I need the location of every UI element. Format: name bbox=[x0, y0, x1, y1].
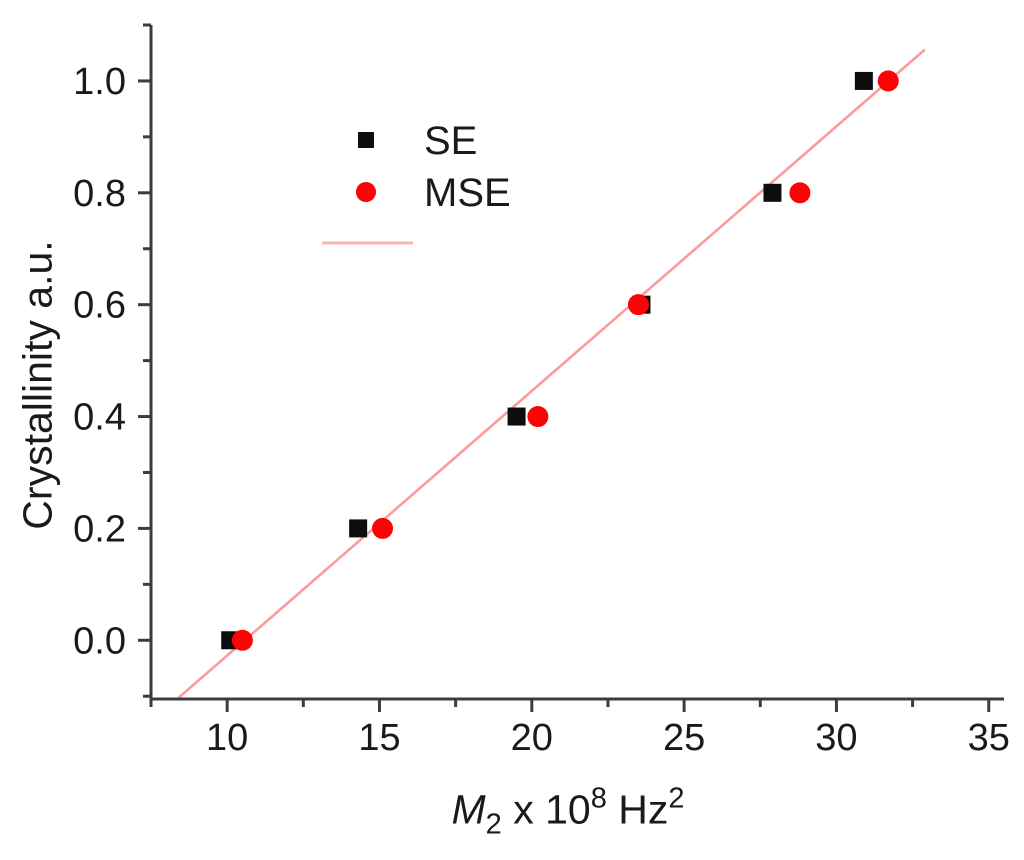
legend-mse-marker bbox=[356, 182, 376, 202]
y-tick-label: 0.2 bbox=[73, 508, 126, 550]
data-point-mse bbox=[627, 294, 649, 316]
legend-se-marker bbox=[358, 132, 374, 148]
data-point-se bbox=[349, 519, 368, 538]
x-axis-label-part: 2 bbox=[668, 782, 685, 815]
x-tick-label: 30 bbox=[815, 717, 857, 759]
data-point-mse bbox=[372, 517, 394, 539]
x-axis-label-part: x 10 bbox=[501, 786, 591, 833]
data-point-se bbox=[507, 407, 526, 426]
y-tick-label: 0.4 bbox=[73, 397, 126, 439]
x-axis-label-part: 2 bbox=[485, 808, 502, 841]
x-axis-label-part: M bbox=[451, 786, 486, 833]
data-point-mse bbox=[877, 70, 899, 92]
x-tick-label: 15 bbox=[358, 717, 400, 759]
x-axis-label-part: Hz bbox=[606, 786, 669, 833]
data-point-mse bbox=[527, 406, 549, 428]
legend-label-se: SE bbox=[424, 119, 477, 163]
x-tick-label: 25 bbox=[663, 717, 705, 759]
x-axis-label-part: 8 bbox=[590, 782, 607, 815]
data-point-mse bbox=[789, 182, 811, 204]
x-tick-label: 10 bbox=[206, 717, 248, 759]
y-tick-label: 0.8 bbox=[73, 173, 126, 215]
fit-line bbox=[177, 48, 926, 699]
y-tick-label: 0.0 bbox=[73, 620, 126, 662]
y-axis-label: Crystallinity a.u. bbox=[14, 240, 61, 530]
data-point-mse bbox=[231, 629, 253, 651]
data-point-se bbox=[854, 71, 873, 90]
legend-label-mse: MSE bbox=[424, 171, 511, 215]
x-tick-label: 20 bbox=[511, 717, 553, 759]
x-tick-label: 35 bbox=[968, 717, 1010, 759]
x-axis-label: M2 x 108 Hz2 bbox=[452, 783, 685, 842]
y-tick-label: 0.6 bbox=[73, 285, 126, 327]
y-tick-label: 1.0 bbox=[73, 61, 126, 103]
data-point-se bbox=[763, 183, 782, 202]
